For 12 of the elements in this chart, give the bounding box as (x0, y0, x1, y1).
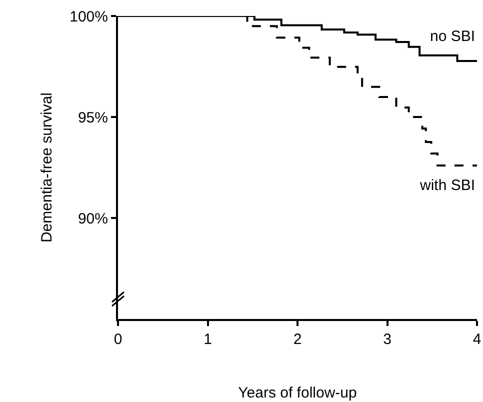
x-tick-label: 3 (383, 331, 392, 348)
x-axis-title: Years of follow-up (238, 384, 357, 402)
y-tick-label: 100% (70, 8, 108, 26)
y-tick-label: 95% (78, 109, 108, 126)
x-tick-label: 4 (472, 331, 482, 348)
x-tick-label: 2 (293, 331, 302, 348)
series-label: no SBI (430, 28, 476, 45)
y-axis-title: Dementia-free survival (38, 92, 56, 243)
x-tick-label: 1 (204, 331, 212, 348)
series-label: with SBI (419, 177, 476, 194)
x-tick-label: 0 (114, 331, 122, 348)
y-tick-label: 90% (78, 210, 108, 228)
